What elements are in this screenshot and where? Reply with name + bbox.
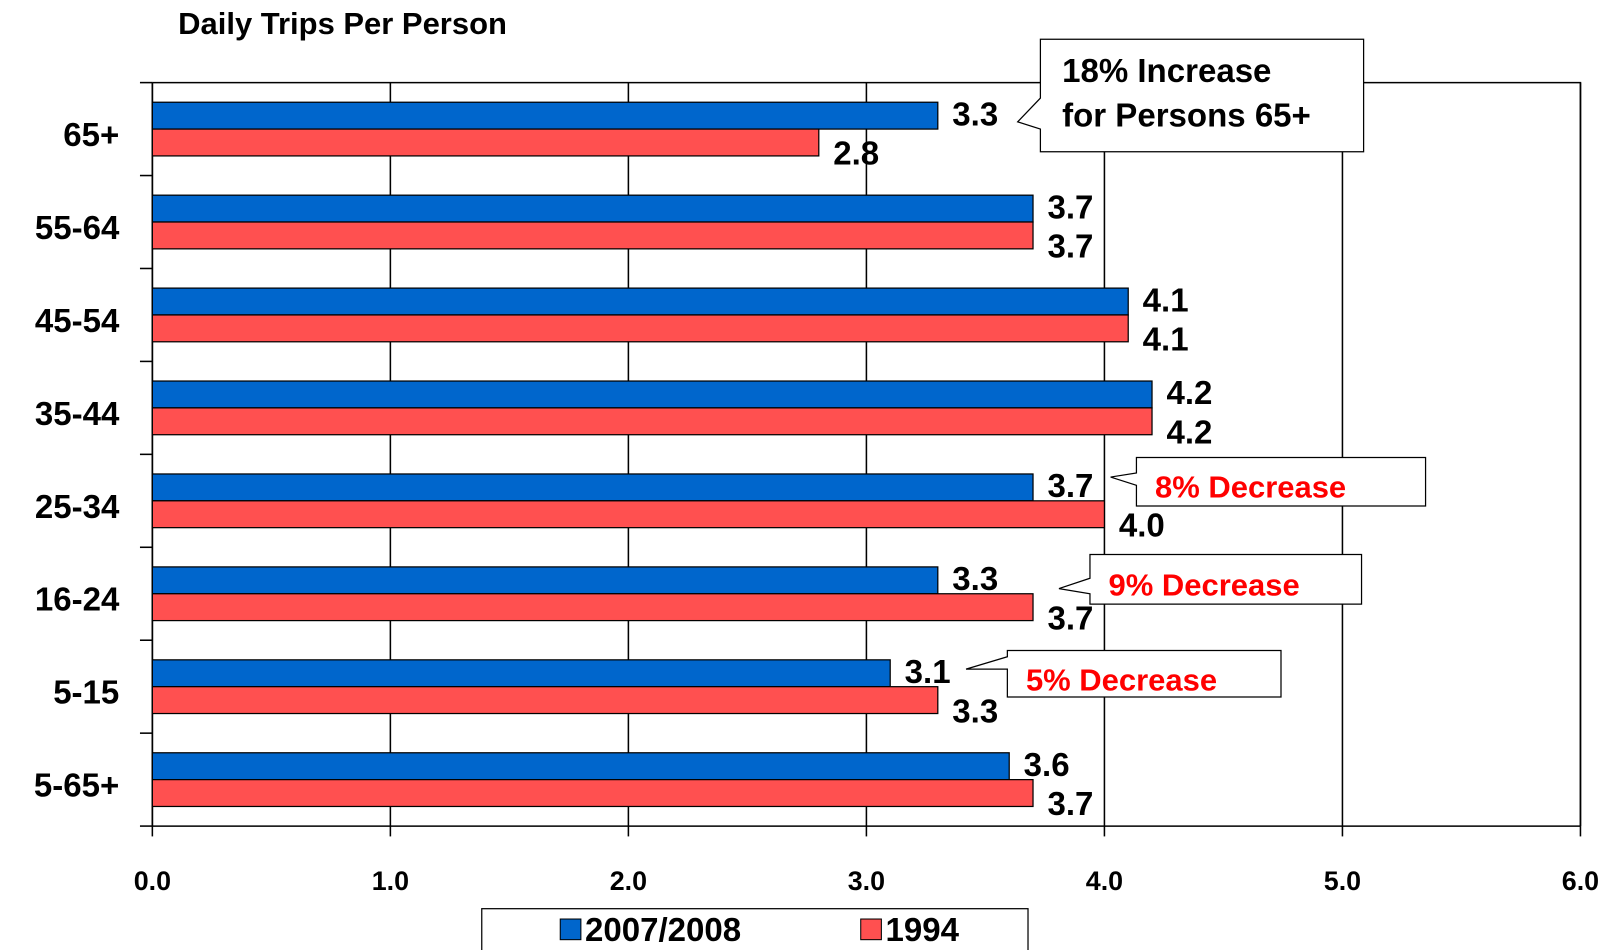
y-tick-label: 55-64 [35,210,120,247]
bar [151,566,939,595]
value-label: 3.3 [952,693,998,730]
bar [151,778,1034,808]
y-tick-label: 45-54 [35,303,120,340]
bar [151,314,1129,343]
callout-box [1110,456,1427,507]
bar [151,500,1106,529]
value-label: 3.7 [1047,189,1093,226]
x-tick-label: 5.0 [1324,866,1361,896]
chart-title: Daily Trips Per Person [178,6,507,41]
y-tick-label: 35-44 [35,396,120,433]
annotation-text: 5% Decrease [1026,663,1217,698]
y-tick-label: 16-24 [35,582,120,619]
value-label: 4.1 [1143,322,1189,359]
callout-box [1016,38,1365,153]
bar [151,128,820,157]
legend-label: 1994 [886,912,960,949]
bar [151,194,1034,223]
value-label: 2.8 [833,136,879,173]
value-label: 3.7 [1047,229,1093,266]
value-label: 4.0 [1119,507,1165,544]
y-tick-label: 5-15 [53,675,119,712]
x-tick-label: 3.0 [848,866,885,896]
bar [151,407,1153,436]
callout-box [1058,553,1363,605]
y-tick-label: 65+ [63,117,119,154]
annotation-text: 8% Decrease [1155,470,1346,505]
value-label: 3.7 [1047,468,1093,505]
value-label: 3.7 [1047,786,1093,823]
value-label: 3.6 [1024,747,1070,784]
bar [151,752,1010,781]
bar [151,593,1034,622]
value-label: 4.1 [1143,282,1189,319]
annotation-text: for Persons 65+ [1062,97,1311,134]
bar [151,659,891,688]
bar [151,287,1129,316]
x-tick-label: 4.0 [1086,866,1123,896]
annotation-text: 9% Decrease [1109,568,1300,603]
value-label: 3.3 [952,96,998,133]
callout-box [965,649,1282,698]
bar [151,380,1153,409]
value-label: 3.7 [1047,600,1093,637]
y-tick-label: 25-34 [35,489,120,526]
x-tick-label: 0.0 [134,866,171,896]
legend-label: 2007/2008 [585,912,741,949]
bar [151,473,1034,502]
value-label: 3.3 [952,561,998,598]
bar [151,221,1034,250]
value-label: 4.2 [1166,375,1212,412]
x-tick-label: 6.0 [1562,866,1599,896]
value-label: 4.2 [1166,414,1212,451]
legend-swatch [860,918,882,941]
bar [151,101,939,130]
bar [151,686,939,715]
value-label: 3.1 [905,654,951,691]
y-tick-label: 5-65+ [34,768,119,805]
annotation-text: 18% Increase [1062,53,1271,90]
x-tick-label: 1.0 [372,866,409,896]
x-tick-label: 2.0 [610,866,647,896]
legend-swatch [559,918,582,941]
